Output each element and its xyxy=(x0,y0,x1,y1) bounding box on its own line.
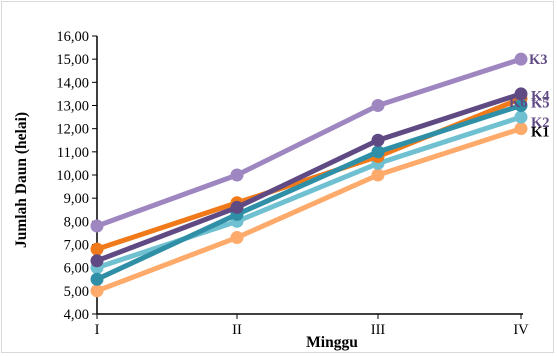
data-point-k1 xyxy=(230,231,244,245)
series-label-k1: K1 xyxy=(531,125,550,141)
data-point-k3 xyxy=(514,52,528,66)
y-axis-title: Jumlah Daun (helai) xyxy=(13,112,30,248)
series-line-k6 xyxy=(94,91,524,264)
series-label-k4: K4 xyxy=(531,89,550,105)
x-tick-label: I xyxy=(95,322,100,338)
y-tick-label: 10,00 xyxy=(56,168,89,184)
data-point-k3 xyxy=(90,219,104,233)
data-point-k3 xyxy=(371,99,385,112)
x-axis-ticks: I II III IV xyxy=(95,314,529,338)
data-point-k5 xyxy=(514,99,528,112)
data-point-k6 xyxy=(514,87,528,101)
series-line-k1 xyxy=(94,126,524,294)
series-line-k5 xyxy=(94,103,524,282)
data-point-k2 xyxy=(514,110,528,124)
data-point-k3 xyxy=(230,168,244,182)
series-line-k3 xyxy=(94,56,524,229)
y-tick-label: 5,00 xyxy=(64,284,89,300)
series-lines xyxy=(90,52,528,298)
y-tick-label: 8,00 xyxy=(64,214,89,230)
y-tick-label: 9,00 xyxy=(64,191,89,207)
y-tick-label: 13,00 xyxy=(56,99,89,115)
y-tick-label: 7,00 xyxy=(64,238,89,254)
x-tick-label: II xyxy=(232,322,242,338)
data-point-k4 xyxy=(90,242,104,256)
series-k3 xyxy=(90,52,528,233)
series-k1 xyxy=(90,122,528,298)
data-point-k1 xyxy=(90,284,104,298)
data-point-k5 xyxy=(371,145,385,159)
series-k6 xyxy=(90,87,528,268)
x-tick-label: IV xyxy=(513,322,529,338)
y-tick-label: 16,00 xyxy=(56,29,89,45)
series-k5 xyxy=(90,99,528,286)
x-axis-title: Minggu xyxy=(306,334,358,351)
y-tick-label: 4,00 xyxy=(64,307,89,323)
y-tick-label: 14,00 xyxy=(56,75,89,91)
y-tick-label: 11,00 xyxy=(57,145,89,161)
y-axis-ticks: 4,00 5,00 6,00 7,00 8,00 9,00 10,00 11,00 12,00 1… xyxy=(56,29,97,323)
x-tick-label: III xyxy=(371,322,386,338)
data-point-k6 xyxy=(371,133,385,147)
y-tick-label: 15,00 xyxy=(56,52,89,68)
data-point-k5 xyxy=(90,272,104,286)
data-point-k6 xyxy=(90,254,104,268)
series-label-k2: K2 xyxy=(531,115,550,131)
data-point-k1 xyxy=(371,168,385,182)
data-point-k1 xyxy=(514,122,528,136)
y-tick-label: 12,00 xyxy=(56,122,89,138)
series-label-k5: K5 xyxy=(531,96,550,112)
series-label-k3: K3 xyxy=(529,52,548,68)
data-point-k6 xyxy=(230,200,244,214)
series-label-k6: K6 xyxy=(509,95,528,111)
y-tick-label: 6,00 xyxy=(64,261,89,277)
